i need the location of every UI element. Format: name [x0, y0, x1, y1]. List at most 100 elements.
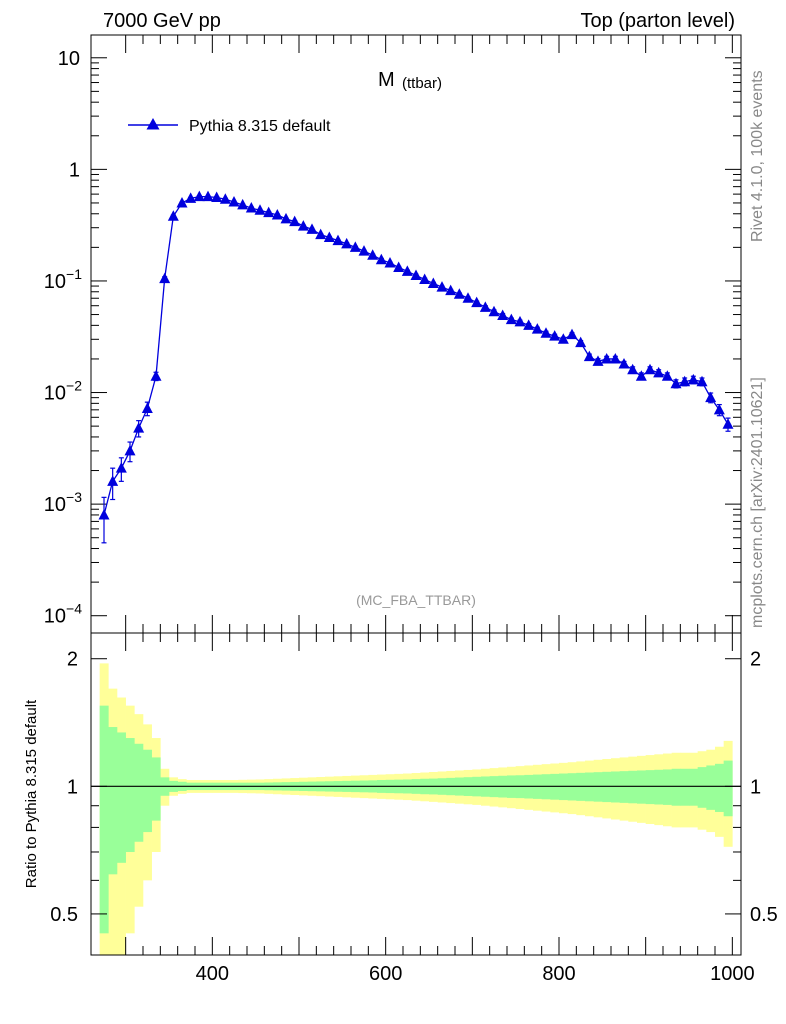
ratio-stat-band [689, 768, 698, 806]
data-point [150, 370, 162, 381]
data-point [271, 208, 283, 220]
data-point [514, 315, 526, 327]
data-point [592, 355, 604, 366]
data-point [297, 220, 309, 231]
data-point [575, 336, 587, 348]
data-point [557, 333, 569, 344]
data-point [245, 202, 257, 213]
ratio-y-label: Ratio to Pythia 8.315 default [23, 699, 40, 888]
data-point [185, 192, 197, 203]
data-point [167, 210, 179, 221]
data-point [358, 245, 370, 256]
data-point [202, 190, 214, 202]
ratio-stat-band [645, 770, 655, 805]
data-point [107, 475, 119, 486]
y-tick-label: 10 [58, 48, 80, 70]
legend: Pythia 8.315 default [128, 118, 331, 135]
data-point [479, 301, 491, 312]
ratio-stat-band [151, 757, 161, 821]
ratio-panel: 0.5 0.5 1 1 2 2 400 600 800 1000 Ratio to Pythia… [23, 632, 778, 985]
data-point [176, 196, 188, 208]
data-point [193, 190, 205, 202]
ratio-stat-band [663, 769, 672, 805]
data-point [306, 223, 318, 234]
data-point [133, 422, 145, 433]
data-point [670, 377, 682, 389]
data-point [436, 281, 448, 292]
data-point [280, 212, 292, 224]
ratio-stat-band [706, 765, 716, 810]
ratio-stat-band [611, 771, 620, 803]
data-point [540, 327, 552, 338]
data-point [696, 375, 708, 387]
data-point [375, 253, 387, 265]
data-point [635, 370, 647, 381]
data-point [453, 288, 465, 299]
data-point [315, 228, 327, 240]
data-point [401, 265, 413, 276]
data-point [462, 292, 474, 303]
data-point [254, 204, 266, 215]
header-right: Top (parton level) [580, 10, 735, 32]
y-tick-label: 10−3 [44, 489, 82, 516]
series-line [103, 195, 729, 516]
data-point [124, 444, 136, 456]
ratio-stat-band [637, 770, 646, 804]
chart-title: M [378, 69, 395, 91]
data-point [722, 418, 734, 429]
data-point [471, 296, 483, 308]
data-point [427, 277, 439, 288]
ratio-y-axis: 0.5 0.5 1 1 2 2 [50, 649, 778, 956]
data-point [601, 352, 613, 364]
data-point [523, 319, 535, 330]
data-point [393, 261, 405, 272]
data-point [410, 269, 422, 280]
ratio-stat-band [654, 769, 664, 805]
data-point [141, 402, 153, 413]
series-layer [98, 190, 734, 544]
ratio-stat-band [125, 738, 135, 852]
data-point [228, 195, 240, 207]
legend-label: Pythia 8.315 default [189, 118, 331, 135]
ratio-y-tick-label-left: 1 [67, 776, 78, 798]
data-point [488, 305, 500, 317]
data-point [98, 508, 110, 520]
ratio-y-tick-label-left: 2 [67, 649, 78, 671]
data-point [609, 352, 621, 364]
ratio-stat-band [99, 705, 109, 934]
data-point [115, 462, 127, 473]
data-point [583, 350, 595, 362]
data-point [367, 249, 379, 260]
ratio-stat-band [671, 768, 681, 806]
data-point [549, 330, 561, 341]
ratio-stat-band [143, 749, 152, 833]
ratio-stat-band [134, 743, 144, 842]
ratio-stat-band [619, 771, 629, 803]
data-point [687, 373, 699, 385]
x-tick-label: 400 [196, 963, 229, 985]
data-point [497, 309, 509, 321]
side-label-mcplots: mcplots.cern.ch [arXiv:2401.10621] [749, 377, 766, 628]
header-left: 7000 GeV pp [103, 10, 221, 32]
data-point [289, 215, 301, 227]
data-point [384, 256, 396, 268]
ratio-y-tick-label-right: 2 [750, 649, 761, 671]
data-point [679, 375, 691, 387]
analysis-tag: (MC_FBA_TTBAR) [356, 592, 476, 608]
ratio-frame [90, 632, 742, 956]
main-panel: 10−4 10−3 10−2 10−1 1 10 M (ttbar) Pythia 8.3… [44, 34, 742, 634]
data-point [323, 231, 335, 243]
ratio-y-tick-label-right: 1 [750, 776, 761, 798]
data-point [566, 328, 578, 340]
data-point [653, 366, 665, 378]
data-point [211, 191, 223, 202]
legend-triangle-marker [146, 118, 160, 130]
y-tick-label: 1 [69, 159, 80, 181]
data-point [419, 273, 431, 285]
data-point [445, 284, 457, 296]
y-tick-label: 10−2 [44, 378, 82, 405]
data-point [341, 237, 353, 249]
data-point [627, 363, 639, 375]
ratio-stat-band [108, 727, 118, 875]
data-point [705, 391, 717, 403]
